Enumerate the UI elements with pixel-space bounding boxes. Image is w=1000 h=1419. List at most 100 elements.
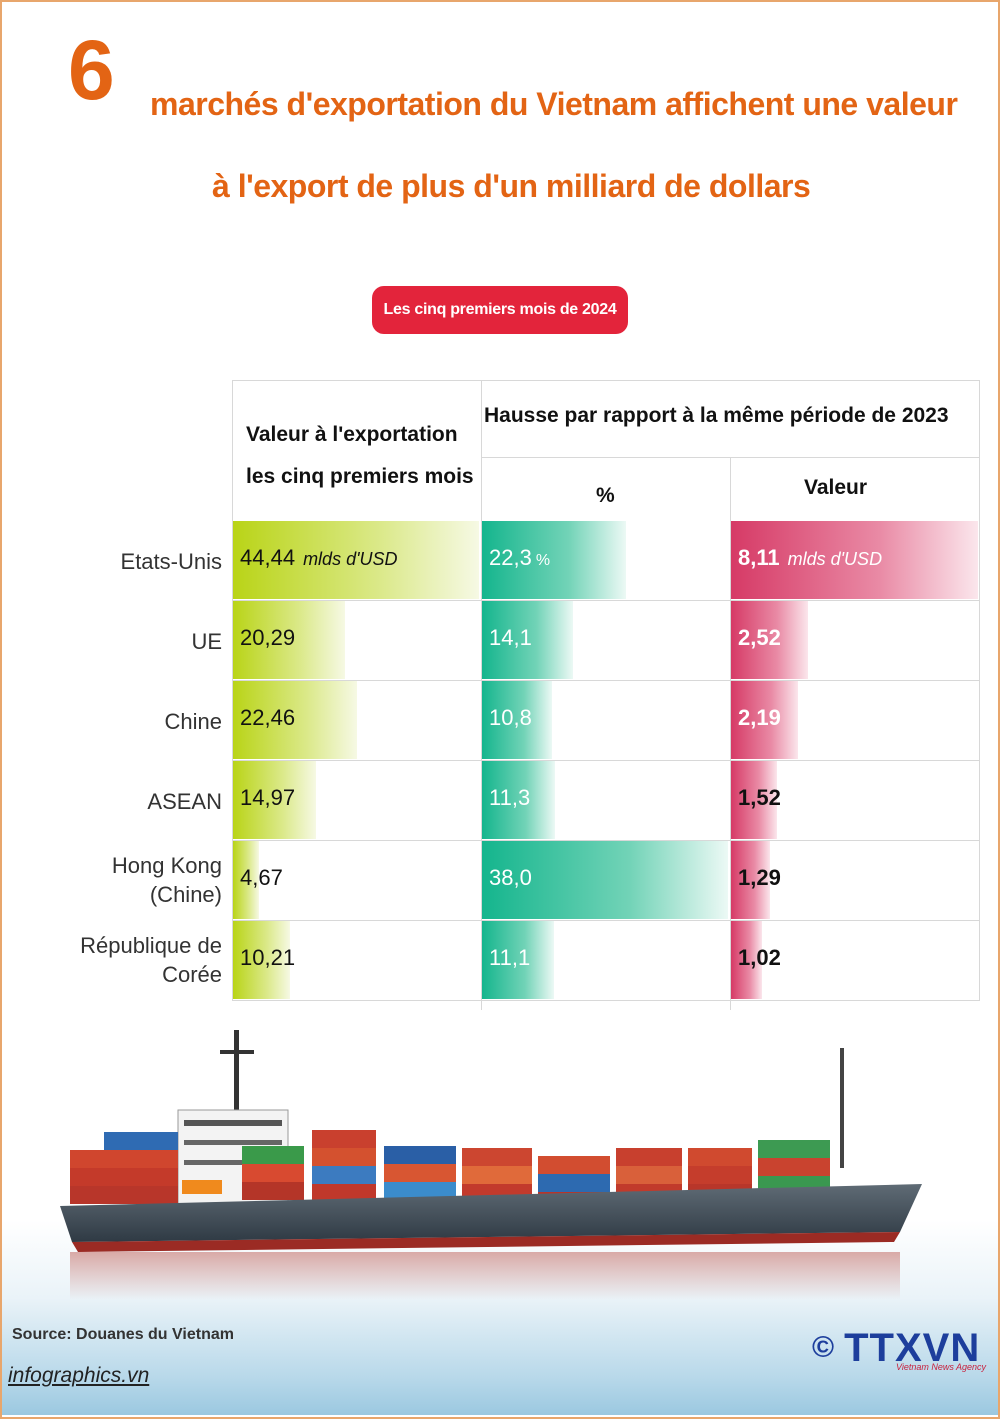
grid-left <box>232 380 233 1000</box>
site-link[interactable]: infographics.vn <box>8 1364 150 1387</box>
grid-top <box>232 380 980 381</box>
ttxvn-logo: © TTXVN <box>812 1328 980 1368</box>
logo-text: TTXVN <box>844 1326 981 1370</box>
value-label-percent: 22,3% <box>489 545 550 571</box>
column-header-export: Valeur à l'exportation les cinq premiers… <box>246 414 474 498</box>
row-label-line2: (Chine) <box>149 882 222 907</box>
bar-value <box>731 761 777 839</box>
row-separator <box>232 760 980 761</box>
value-number: 11,3 <box>489 785 531 810</box>
row-label-line1: Chine <box>164 709 222 734</box>
row-separator <box>232 840 980 841</box>
bar-value <box>731 841 770 919</box>
value-number: 22,3 <box>489 545 532 570</box>
row-label: République de Corée <box>80 931 222 989</box>
bar-export <box>233 681 357 759</box>
bar-export <box>233 601 345 679</box>
value-number: 2,19 <box>738 705 781 730</box>
row-label: Hong Kong (Chine) <box>112 851 222 909</box>
logo-subtitle: Vietnam News Agency <box>896 1362 987 1372</box>
value-label-value: 1,52 <box>738 785 781 811</box>
row-label-line1: Hong Kong <box>111 853 222 878</box>
bar-percent <box>482 761 555 839</box>
bar-export <box>233 841 259 919</box>
value-label-percent: 11,1 <box>489 945 530 971</box>
bar-percent <box>482 681 552 759</box>
value-number: 10,21 <box>240 945 296 970</box>
value-label-export: 22,46 <box>240 705 295 731</box>
row-separator <box>232 1000 980 1001</box>
row-label: UE <box>191 627 222 656</box>
value-unit: mlds d'USD <box>303 549 398 569</box>
title-line-2: à l'export de plus d'un milliard de doll… <box>212 168 811 204</box>
headline-number: 6 <box>68 23 115 117</box>
value-number: 14,1 <box>489 625 532 650</box>
row-label-line1: UE <box>191 629 222 654</box>
bar-value <box>731 681 798 759</box>
title-line-1: marchés d'exportation du Vietnam affiche… <box>150 86 958 122</box>
value-label-value: 1,02 <box>738 945 781 971</box>
value-label-percent: 10,8 <box>489 705 532 731</box>
value-number: 44,44 <box>240 545 296 570</box>
value-label-export: 4,67 <box>240 865 283 891</box>
value-label-export: 10,21 <box>240 945 295 971</box>
bar-value <box>731 521 978 599</box>
value-number: 1,52 <box>738 785 781 810</box>
value-number: 10,8 <box>489 705 532 730</box>
value-number: 22,46 <box>240 705 296 730</box>
grid-right <box>979 380 980 1000</box>
value-number: 1,29 <box>738 865 781 890</box>
value-number: 38,0 <box>489 865 532 890</box>
column-header-export-line1: Valeur à l'exportation <box>246 423 458 446</box>
value-label-value: 1,29 <box>738 865 781 891</box>
grid-subheader <box>482 457 980 458</box>
value-number: 1,02 <box>738 945 781 970</box>
row-label: Chine <box>165 707 222 736</box>
grid-col3 <box>730 457 731 1010</box>
column-header-percent: % <box>596 484 615 507</box>
bar-value <box>731 921 762 999</box>
column-header-value: Valeur <box>804 476 868 499</box>
value-number: 14,97 <box>240 785 296 810</box>
value-label-value: 8,11 mlds d'USD <box>738 545 882 571</box>
source-note: Source: Douanes du Vietnam <box>12 1326 234 1343</box>
bar-percent <box>482 921 554 999</box>
row-label-line1: République de <box>80 933 222 958</box>
column-header-export-line2: les cinq premiers mois <box>246 465 474 488</box>
value-number: 2,52 <box>738 625 781 650</box>
value-number: 8,11 <box>738 545 780 570</box>
row-label: Etats-Unis <box>121 547 222 576</box>
row-separator <box>232 600 980 601</box>
value-unit: % <box>535 552 551 569</box>
bar-percent <box>482 521 626 599</box>
bar-export <box>233 761 316 839</box>
value-number: 11,1 <box>489 945 531 970</box>
value-label-export: 44,44 mlds d'USD <box>240 545 398 571</box>
container-ship-illustration <box>60 1030 922 1300</box>
row-label-line1: ASEAN <box>147 789 222 814</box>
value-label-value: 2,19 <box>738 705 781 731</box>
row-label-line1: Etats-Unis <box>120 549 222 574</box>
value-unit: mlds d'USD <box>787 549 883 569</box>
value-label-percent: 11,3 <box>489 785 530 811</box>
bar-percent <box>482 841 728 919</box>
bar-export <box>233 921 290 999</box>
row-separator <box>232 920 980 921</box>
row-label: ASEAN <box>147 787 222 816</box>
bar-percent <box>482 601 573 679</box>
value-number: 4,67 <box>240 865 283 890</box>
value-label-value: 2,52 <box>738 625 781 651</box>
period-badge: Les cinq premiers mois de 2024 <box>372 286 628 334</box>
value-label-export: 14,97 <box>240 785 295 811</box>
copyright-symbol: © <box>812 1331 835 1364</box>
row-label-line2: Corée <box>162 962 222 987</box>
value-label-percent: 38,0 <box>489 865 532 891</box>
grid-col2 <box>481 380 482 1010</box>
bar-export <box>233 521 479 599</box>
value-label-export: 20,29 <box>240 625 295 651</box>
row-separator <box>232 680 980 681</box>
value-label-percent: 14,1 <box>489 625 532 651</box>
column-header-increase: Hausse par rapport à la même période de … <box>484 404 949 427</box>
value-number: 20,29 <box>240 625 296 650</box>
